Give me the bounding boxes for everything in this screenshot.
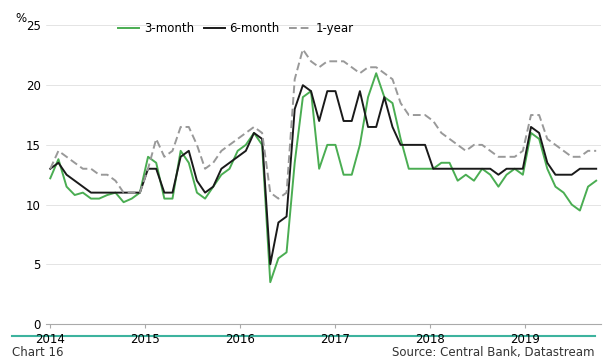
1-year [495, 155, 502, 159]
3-month [495, 185, 502, 189]
6-month [560, 173, 567, 177]
6-month [544, 161, 551, 165]
6-month [495, 173, 502, 177]
1-year [275, 197, 282, 201]
1-year [47, 167, 54, 171]
1-year [430, 119, 437, 123]
6-month [592, 167, 600, 171]
1-year [560, 149, 567, 153]
6-month [299, 83, 307, 87]
3-month [560, 190, 567, 195]
3-month [373, 71, 380, 75]
Text: Source: Central Bank, Datastream: Source: Central Bank, Datastream [392, 346, 595, 359]
Line: 6-month: 6-month [50, 85, 596, 264]
Line: 1-year: 1-year [50, 50, 596, 199]
Line: 3-month: 3-month [50, 73, 596, 282]
1-year [552, 143, 559, 147]
6-month [552, 173, 559, 177]
3-month [430, 167, 437, 171]
Legend: 3-month, 6-month, 1-year: 3-month, 6-month, 1-year [118, 23, 353, 35]
6-month [454, 167, 461, 171]
Text: %: % [15, 12, 26, 25]
1-year [299, 47, 307, 52]
3-month [454, 178, 461, 183]
1-year [592, 149, 600, 153]
3-month [47, 176, 54, 181]
1-year [454, 143, 461, 147]
3-month [552, 185, 559, 189]
3-month [592, 178, 600, 183]
Text: Chart 16: Chart 16 [12, 346, 64, 359]
6-month [430, 167, 437, 171]
6-month [47, 167, 54, 171]
6-month [266, 262, 274, 266]
3-month [544, 167, 551, 171]
1-year [544, 137, 551, 141]
3-month [266, 280, 274, 284]
